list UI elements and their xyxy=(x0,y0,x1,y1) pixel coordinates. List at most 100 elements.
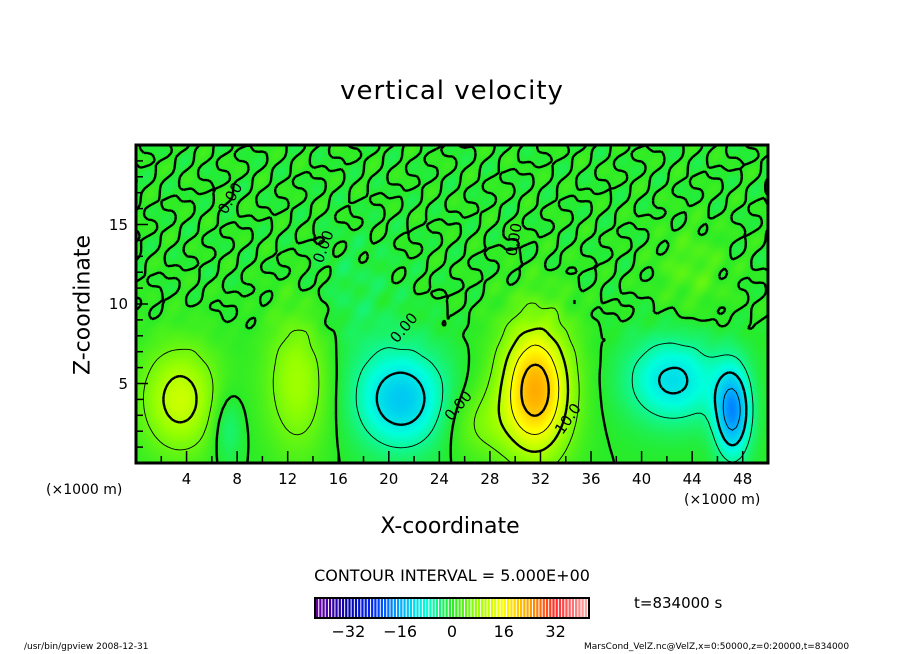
colorbar-swatch xyxy=(487,599,490,617)
colorbar-swatch xyxy=(516,599,520,617)
colorbar-swatch xyxy=(529,599,532,617)
colorbar-swatch xyxy=(536,599,539,617)
colorbar-swatch xyxy=(377,599,380,617)
colorbar-swatch xyxy=(507,599,510,617)
colorbar-swatch xyxy=(500,599,503,617)
colorbar-swatch xyxy=(497,599,500,617)
x-tick-label: 24 xyxy=(429,470,449,488)
colorbar-swatch xyxy=(328,599,332,617)
contour-level-20 xyxy=(520,363,550,418)
colorbar-tick-label: −16 xyxy=(383,622,418,641)
colorbar-swatch xyxy=(549,599,552,617)
contour-lines xyxy=(134,144,770,464)
colorbar-swatch xyxy=(539,599,542,617)
contour-level-15 xyxy=(510,344,560,436)
x-tick-label: 4 xyxy=(181,470,192,488)
colorbar-swatch xyxy=(452,599,455,617)
colorbar-swatch xyxy=(584,599,588,617)
colorbar-swatch xyxy=(387,599,390,617)
x-unit-label-left: (×1000 m) xyxy=(46,482,123,498)
colorbar-tick-label: 32 xyxy=(545,622,566,641)
colorbar-swatch xyxy=(419,599,422,617)
colorbar-swatch xyxy=(484,599,487,617)
colorbar-swatch xyxy=(555,599,558,617)
x-axis-label: X-coordinate xyxy=(380,514,520,539)
x-tick-label: 20 xyxy=(379,470,399,488)
colorbar-swatch xyxy=(494,599,497,617)
colorbar-swatch xyxy=(416,599,419,617)
colorbar-swatch xyxy=(575,599,578,617)
colorbar-swatch xyxy=(325,599,328,617)
colorbar-swatch xyxy=(571,599,575,617)
colorbar-swatch xyxy=(578,599,581,617)
colorbar-swatch xyxy=(510,599,513,617)
colorbar-swatch xyxy=(474,599,477,617)
chart-title: vertical velocity xyxy=(340,76,564,106)
colorbar-swatch xyxy=(380,599,384,617)
colorbar-swatch xyxy=(461,599,464,617)
contour-level-10 xyxy=(162,327,570,453)
contour-level--5 xyxy=(355,342,754,463)
x-tick-label: 48 xyxy=(733,470,753,488)
x-tick-label: 12 xyxy=(278,470,298,488)
colorbar-swatch xyxy=(581,599,584,617)
x-tick-label: 32 xyxy=(530,470,551,488)
colorbar-swatch xyxy=(338,599,341,617)
contour-level-5 xyxy=(142,302,580,464)
contour-label: 0.00 xyxy=(502,222,526,258)
colorbar-frame xyxy=(314,597,590,619)
colorbar-swatch xyxy=(568,599,571,617)
colorbar-swatch xyxy=(532,599,536,617)
footer-right: MarsCond_VelZ.nc@VelZ,x=0:50000,z=0:2000… xyxy=(584,642,850,652)
colorbar-swatch xyxy=(426,599,429,617)
y-tick-label: 15 xyxy=(108,215,128,234)
colorbar-tick-label: 16 xyxy=(493,622,514,641)
colorbar-swatch xyxy=(513,599,516,617)
colorbar-tick-label: 0 xyxy=(446,622,458,641)
y-tick-label: 5 xyxy=(118,374,128,393)
colorbar-swatch xyxy=(552,599,555,617)
x-tick-label: 8 xyxy=(232,470,242,488)
colorbar-swatch xyxy=(458,599,461,617)
colorbar-swatch xyxy=(422,599,426,617)
colorbar-swatch xyxy=(345,599,348,617)
colorbar-swatch xyxy=(445,599,448,617)
colorbar-swatch xyxy=(400,599,403,617)
colorbar-swatch xyxy=(526,599,529,617)
colorbar-swatch xyxy=(542,599,545,617)
colorbar-swatch xyxy=(371,599,374,617)
colorbar-swatch xyxy=(481,599,484,617)
colorbar-swatch xyxy=(455,599,458,617)
colorbar-swatch xyxy=(409,599,413,617)
colorbar-swatch xyxy=(523,599,526,617)
colorbar-swatch xyxy=(448,599,452,617)
colorbar-swatch xyxy=(442,599,445,617)
colorbar-swatch xyxy=(396,599,400,617)
colorbar-swatch xyxy=(413,599,416,617)
time-label: t=834000 s xyxy=(634,594,723,612)
colorbar-swatch xyxy=(432,599,435,617)
colorbar-swatch xyxy=(341,599,345,617)
colorbar-swatch xyxy=(403,599,406,617)
colorbar-swatch xyxy=(348,599,351,617)
colorbar-swatch xyxy=(490,599,494,617)
y-axis-label: Z-coordinate xyxy=(70,235,96,375)
colorbar-swatch xyxy=(406,599,409,617)
colorbar-tick-label: −32 xyxy=(331,622,366,641)
colorbar-swatch xyxy=(429,599,432,617)
colorbar-swatch xyxy=(384,599,387,617)
x-tick-label: 28 xyxy=(480,470,500,488)
colorbar-swatch xyxy=(322,599,325,617)
colorbar-swatch xyxy=(471,599,474,617)
heatmap-field xyxy=(136,145,768,463)
x-unit-label-right: (×1000 m) xyxy=(684,492,761,508)
colorbar-swatch xyxy=(367,599,371,617)
colorbar-swatch xyxy=(503,599,507,617)
colorbar-swatch xyxy=(354,599,358,617)
footer-left: /usr/bin/gpview 2008-12-31 xyxy=(24,642,149,652)
colorbar-swatch xyxy=(361,599,364,617)
colorbar-swatch xyxy=(464,599,468,617)
contour-level--15 xyxy=(722,388,741,431)
contour-level-0 xyxy=(134,144,770,464)
